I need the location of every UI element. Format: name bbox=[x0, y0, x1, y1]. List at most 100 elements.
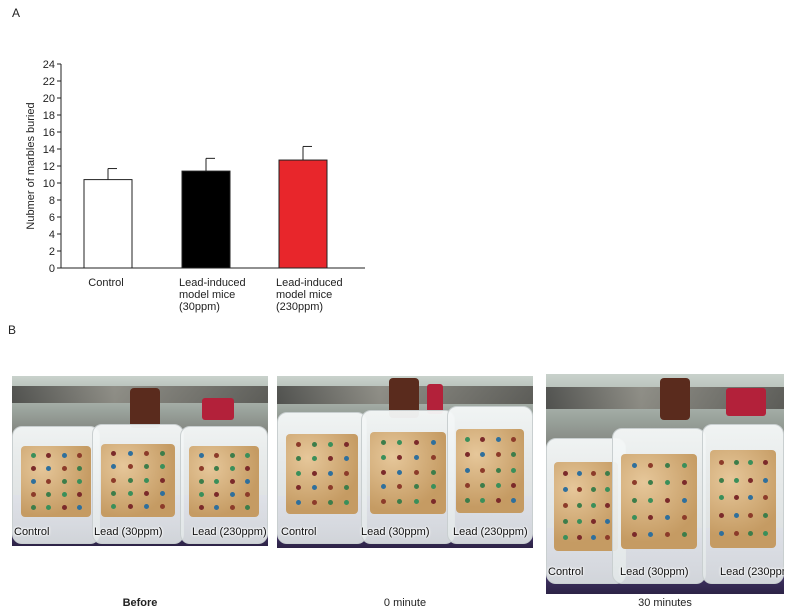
marble bbox=[214, 465, 220, 471]
marble bbox=[214, 504, 220, 510]
marble bbox=[648, 480, 654, 486]
marble bbox=[648, 514, 654, 520]
marble bbox=[510, 452, 516, 458]
marble bbox=[748, 477, 754, 483]
marble bbox=[327, 456, 333, 462]
marble bbox=[111, 464, 117, 470]
y-tick-label: 0 bbox=[49, 263, 55, 275]
marble bbox=[198, 452, 204, 458]
photo-label-lead-30: Lead (30ppm) bbox=[620, 566, 689, 578]
cage-lead-230 bbox=[447, 406, 533, 544]
marble bbox=[343, 470, 349, 476]
y-tick-label: 10 bbox=[43, 178, 55, 190]
marble bbox=[160, 503, 166, 509]
photo-30-minutes: Control Lead (30ppm) Lead (230ppm) bbox=[546, 374, 784, 594]
marble bbox=[591, 470, 597, 476]
marble bbox=[480, 482, 486, 488]
marble bbox=[397, 499, 403, 505]
marble bbox=[380, 455, 386, 461]
photo-label-lead-230: Lead (230ppm) bbox=[192, 526, 267, 538]
marble bbox=[577, 487, 583, 493]
marble bbox=[430, 440, 436, 446]
marble bbox=[681, 531, 687, 537]
marble bbox=[719, 477, 725, 483]
marble bbox=[681, 497, 687, 503]
cage-lead-230 bbox=[702, 424, 784, 584]
x-tick-label: (30ppm) bbox=[179, 301, 220, 313]
y-tick-label: 2 bbox=[49, 246, 55, 258]
marble bbox=[631, 514, 637, 520]
marble bbox=[762, 530, 768, 536]
x-tick-label: Lead-induced bbox=[179, 277, 246, 289]
marble bbox=[77, 465, 83, 471]
marble bbox=[577, 503, 583, 509]
marble bbox=[414, 499, 420, 505]
marble bbox=[719, 460, 725, 466]
marble bbox=[46, 465, 52, 471]
marble bbox=[380, 484, 386, 490]
marble bbox=[397, 455, 403, 461]
marble bbox=[46, 504, 52, 510]
y-tick-label: 20 bbox=[43, 93, 55, 105]
marble bbox=[495, 437, 501, 443]
marble bbox=[214, 452, 220, 458]
photo-stool bbox=[130, 388, 160, 428]
marble bbox=[748, 530, 754, 536]
marble bbox=[311, 499, 317, 505]
marble bbox=[160, 464, 166, 470]
marble bbox=[681, 480, 687, 486]
marble bbox=[327, 470, 333, 476]
y-axis-label: Nubmer of marbles buried bbox=[25, 102, 37, 229]
marble bbox=[480, 452, 486, 458]
marble bbox=[245, 504, 251, 510]
marble bbox=[30, 478, 36, 484]
marble bbox=[562, 487, 568, 493]
cage-lead-30 bbox=[361, 410, 455, 544]
marble bbox=[214, 491, 220, 497]
marble bbox=[61, 465, 67, 471]
marble bbox=[311, 441, 317, 447]
marble bbox=[160, 451, 166, 457]
marble bbox=[111, 477, 117, 483]
marble bbox=[198, 478, 204, 484]
marble bbox=[733, 530, 739, 536]
marble bbox=[397, 440, 403, 446]
marble bbox=[591, 487, 597, 493]
marble bbox=[665, 514, 671, 520]
marble bbox=[127, 477, 133, 483]
marble bbox=[397, 469, 403, 475]
marble bbox=[681, 463, 687, 469]
photo-stool bbox=[660, 378, 690, 420]
marble bbox=[214, 478, 220, 484]
x-tick-label: (230ppm) bbox=[276, 301, 323, 313]
marble bbox=[465, 467, 471, 473]
marble bbox=[591, 535, 597, 541]
marble bbox=[77, 478, 83, 484]
marble bbox=[510, 437, 516, 443]
marble bbox=[631, 497, 637, 503]
marble bbox=[160, 477, 166, 483]
marble bbox=[61, 452, 67, 458]
marble bbox=[733, 495, 739, 501]
marble bbox=[762, 495, 768, 501]
y-tick-label: 16 bbox=[43, 127, 55, 139]
marble bbox=[127, 503, 133, 509]
y-tick-label: 18 bbox=[43, 110, 55, 122]
marble bbox=[748, 495, 754, 501]
marble bbox=[733, 460, 739, 466]
marble bbox=[605, 487, 611, 493]
marble bbox=[343, 456, 349, 462]
marble bbox=[61, 491, 67, 497]
y-tick-label: 22 bbox=[43, 76, 55, 88]
photo-0-minute: Control Lead (30ppm) Lead (230ppm) bbox=[277, 376, 533, 548]
cage-lead-230 bbox=[180, 426, 268, 544]
marble bbox=[414, 440, 420, 446]
marble bbox=[327, 441, 333, 447]
marble bbox=[229, 504, 235, 510]
x-tick-label: Control bbox=[88, 277, 123, 289]
marble bbox=[562, 470, 568, 476]
marble bbox=[719, 530, 725, 536]
marble bbox=[61, 504, 67, 510]
marble bbox=[296, 441, 301, 447]
marble bbox=[733, 512, 739, 518]
